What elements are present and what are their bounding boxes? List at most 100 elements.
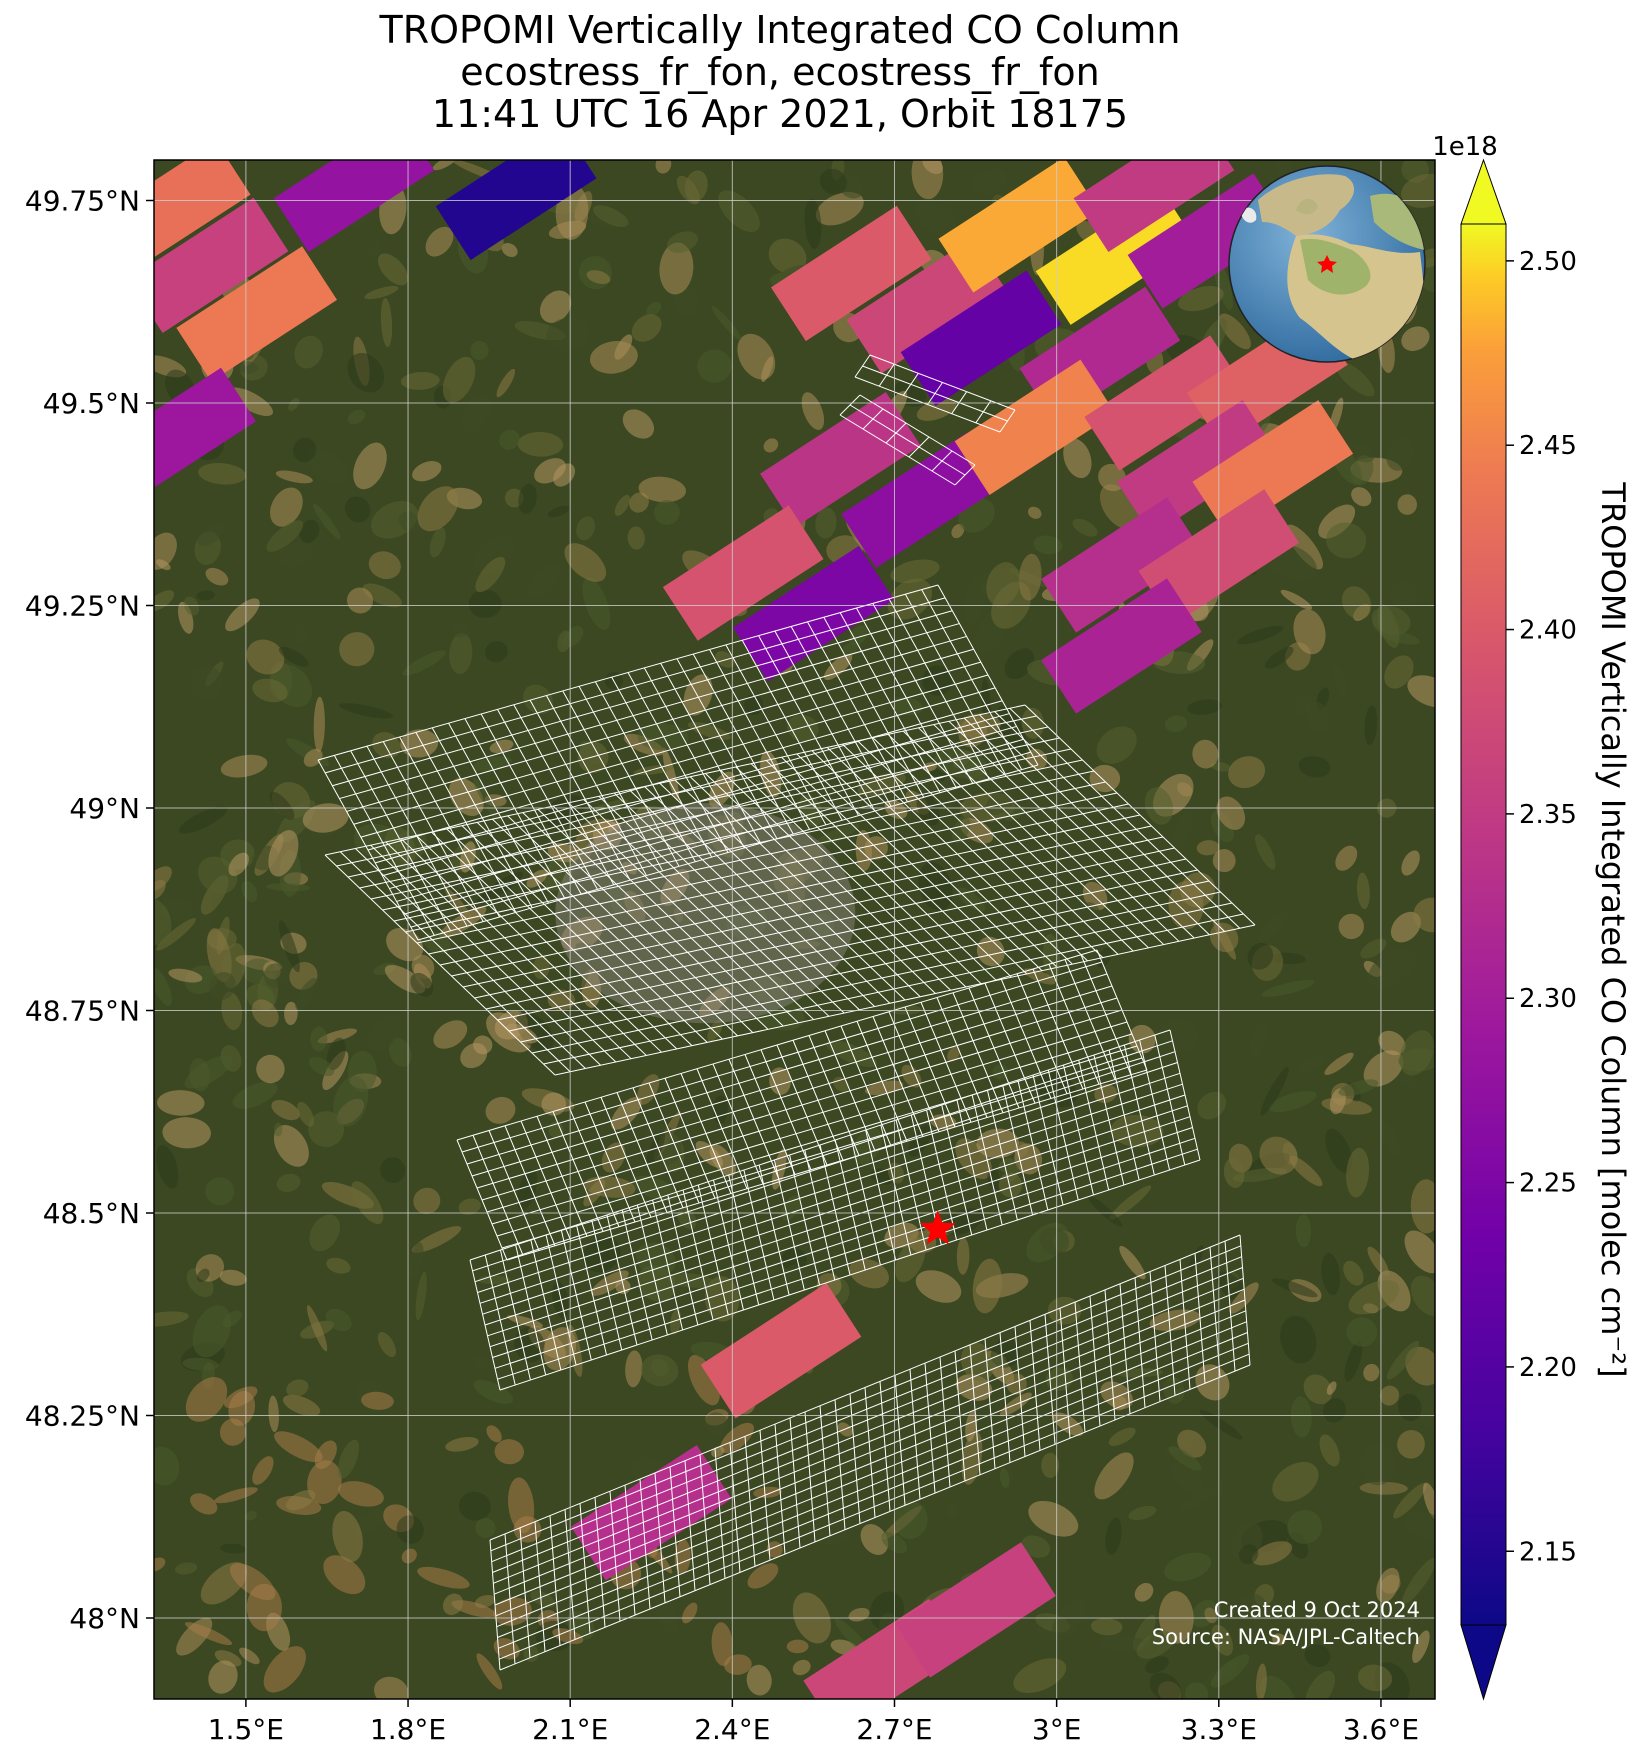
texture-patch <box>976 936 1005 967</box>
texture-patch <box>1149 1309 1201 1332</box>
texture-patch <box>614 494 630 516</box>
texture-patch <box>1289 1155 1323 1187</box>
texture-patch <box>1304 1644 1331 1667</box>
texture-patch <box>590 1270 629 1296</box>
texture-patch <box>819 168 847 195</box>
texture-patch <box>517 1169 538 1211</box>
texture-patch <box>410 972 434 997</box>
texture-patch <box>1161 1017 1200 1052</box>
texture-patch <box>425 226 454 257</box>
texture-patch <box>1164 715 1188 733</box>
texture-patch <box>655 160 672 174</box>
texture-patch <box>263 1646 306 1693</box>
texture-patch <box>1323 1398 1346 1423</box>
texture-patch <box>1272 1462 1319 1502</box>
texture-patch <box>229 387 274 417</box>
texture-patch <box>627 526 645 550</box>
texture-patch <box>1185 1682 1209 1699</box>
texture-patch <box>224 1386 258 1409</box>
texture-patch <box>564 543 607 582</box>
footprint-line <box>498 1342 1249 1649</box>
footprint-line <box>477 1062 1178 1293</box>
footprint-line <box>382 700 1003 877</box>
footprint-line <box>854 376 1001 433</box>
texture-patch <box>1265 646 1294 669</box>
texture-patch <box>582 1237 621 1272</box>
texture-patch <box>1413 897 1435 933</box>
texture-patch <box>1390 911 1421 943</box>
lon-tick-label: 2.4°E <box>694 1713 770 1746</box>
texture-patch <box>1379 1385 1400 1406</box>
texture-patch <box>299 519 320 543</box>
texture-patch <box>629 492 649 513</box>
texture-patch <box>214 1650 242 1667</box>
texture-patch <box>1360 938 1387 959</box>
texture-patch <box>1021 1535 1051 1558</box>
footprint-line <box>324 704 1026 856</box>
texture-patch <box>377 1331 397 1358</box>
texture-patch <box>582 577 611 630</box>
texture-patch <box>1401 173 1435 208</box>
texture-patch <box>239 1647 260 1665</box>
co-pixel <box>700 1283 862 1419</box>
satellite-texture <box>154 160 1435 1699</box>
colorbar-extend-min <box>1460 1624 1507 1701</box>
texture-patch <box>942 1208 984 1236</box>
texture-patch <box>781 1248 807 1271</box>
lon-tick-label: 3°E <box>1032 1713 1082 1746</box>
texture-patch <box>209 971 236 1001</box>
texture-patch <box>442 356 476 403</box>
texture-patch <box>1228 756 1266 789</box>
texture-patch <box>558 869 588 905</box>
texture-patch <box>670 1309 682 1335</box>
map-panel[interactable] <box>90 117 1459 1735</box>
texture-patch <box>475 1517 496 1539</box>
co-pixel <box>760 392 921 528</box>
texture-patch <box>339 703 394 719</box>
texture-patch <box>222 1310 242 1328</box>
texture-patch <box>589 341 638 374</box>
texture-patch <box>313 696 325 753</box>
texture-patch <box>1384 655 1414 689</box>
texture-patch <box>417 1566 470 1589</box>
texture-patch <box>1251 1541 1293 1566</box>
footprint-line <box>862 365 1008 422</box>
texture-patch <box>306 1305 328 1352</box>
texture-patch <box>326 1257 351 1274</box>
colorbar-gradient <box>1461 224 1506 1625</box>
texture-patch <box>1268 1090 1317 1113</box>
texture-patch <box>388 1037 412 1067</box>
texture-patch <box>804 198 822 249</box>
texture-patch <box>1196 840 1220 856</box>
lat-tick-label: 48.25°N <box>25 1400 140 1433</box>
texture-patch <box>1377 604 1400 648</box>
lon-tick-label: 2.7°E <box>856 1713 932 1746</box>
texture-patch <box>154 1446 180 1486</box>
footprint-line <box>375 687 996 864</box>
texture-patch <box>1033 535 1063 555</box>
texture-patch <box>1257 910 1289 944</box>
texture-patch <box>484 641 508 663</box>
texture-patch <box>492 1597 532 1626</box>
texture-patch <box>156 918 196 951</box>
co-pixel <box>273 160 435 252</box>
co-pixel <box>1073 160 1235 252</box>
footprint-line <box>325 597 946 774</box>
lon-tick-label: 3.3°E <box>1181 1713 1257 1746</box>
texture-patch <box>964 575 987 624</box>
texture-patch <box>266 520 304 552</box>
texture-patch <box>986 562 1020 607</box>
co-pixel <box>938 160 1100 293</box>
texture-patch <box>1364 705 1378 746</box>
footprint-line <box>839 414 956 486</box>
texture-patch <box>720 1422 755 1454</box>
footprint-line <box>471 985 1113 1177</box>
co-pixel <box>733 545 894 682</box>
co-pixel <box>154 160 251 277</box>
colorbar-tick-label: 2.20 <box>1519 1353 1577 1383</box>
texture-patch <box>190 665 223 700</box>
map-gridlines <box>154 160 1435 1699</box>
texture-patch <box>386 927 424 962</box>
texture-patch <box>1272 1633 1286 1646</box>
texture-patch <box>972 1258 1002 1314</box>
